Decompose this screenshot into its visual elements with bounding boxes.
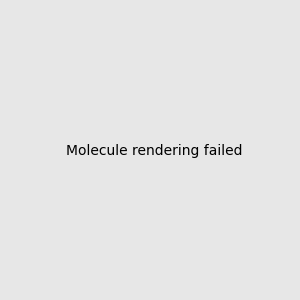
Text: Molecule rendering failed: Molecule rendering failed — [65, 145, 242, 158]
